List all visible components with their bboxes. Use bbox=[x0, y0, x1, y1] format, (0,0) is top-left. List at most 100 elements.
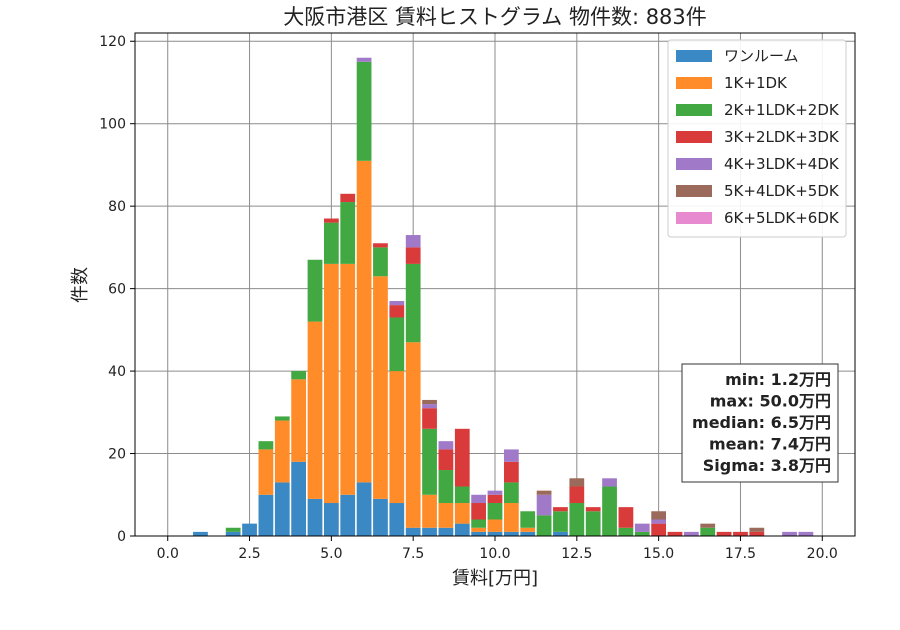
bar-segment bbox=[291, 461, 307, 536]
bar-segment bbox=[438, 503, 454, 528]
bar-segment bbox=[487, 519, 503, 532]
bar-segment bbox=[536, 515, 552, 536]
bar-segment bbox=[274, 420, 290, 483]
bar-segment bbox=[651, 519, 667, 524]
x-axis-label: 賃料[万円] bbox=[452, 568, 538, 589]
y-tick-label: 80 bbox=[108, 199, 126, 215]
bar-segment bbox=[487, 531, 503, 536]
bar-segment bbox=[422, 428, 437, 495]
bar-segment bbox=[389, 317, 405, 372]
legend-swatch bbox=[676, 185, 712, 197]
bar-segment bbox=[373, 276, 388, 499]
bar-segment bbox=[553, 531, 568, 536]
bar-segment bbox=[373, 243, 388, 248]
legend-swatch bbox=[676, 131, 712, 143]
bar-segment bbox=[569, 478, 585, 487]
bar-segment bbox=[782, 531, 797, 536]
bar-segment bbox=[503, 461, 519, 483]
bar-segment bbox=[373, 247, 388, 277]
bar-segment bbox=[323, 218, 339, 223]
bar-segment bbox=[454, 523, 470, 536]
bar-segment bbox=[651, 523, 667, 536]
bar-segment bbox=[503, 503, 519, 532]
stat-max: max: 50.0万円 bbox=[710, 392, 831, 411]
bar-segment bbox=[356, 57, 372, 62]
bar-segment bbox=[307, 321, 323, 499]
bar-segment bbox=[618, 527, 634, 536]
bar-segment bbox=[274, 482, 290, 536]
bar-segment bbox=[356, 160, 372, 483]
bar-segment bbox=[651, 511, 667, 520]
x-tick-label: 12.5 bbox=[561, 546, 592, 562]
bar-segment bbox=[471, 494, 487, 504]
bar-segment bbox=[242, 523, 257, 536]
bar-segment bbox=[225, 527, 241, 532]
bar-segment bbox=[389, 305, 405, 318]
legend-label: ワンルーム bbox=[724, 47, 799, 65]
bar-segment bbox=[422, 527, 437, 536]
bar-segment bbox=[733, 531, 748, 536]
legend-label: 1K+1DK bbox=[724, 74, 788, 92]
legend-label: 4K+3LDK+4DK bbox=[724, 155, 840, 173]
chart-title: 大阪市港区 賃料ヒストグラム 物件数: 883件 bbox=[283, 5, 707, 29]
bar-segment bbox=[389, 371, 405, 504]
bar-segment bbox=[422, 408, 437, 429]
bar-segment bbox=[405, 235, 421, 248]
bar-segment bbox=[405, 263, 421, 343]
bar-segment bbox=[340, 202, 356, 264]
bar-segment bbox=[487, 494, 503, 504]
bar-segment bbox=[749, 527, 765, 532]
bar-segment bbox=[618, 507, 634, 528]
x-tick-label: 15.0 bbox=[643, 546, 674, 562]
bar-segment bbox=[258, 494, 274, 536]
bar-segment bbox=[471, 519, 487, 528]
bar-segment bbox=[520, 531, 536, 536]
bar-segment bbox=[536, 490, 552, 495]
bar-segment bbox=[487, 490, 503, 495]
bar-segment bbox=[356, 482, 372, 536]
bar-segment bbox=[536, 494, 552, 516]
bar-segment bbox=[340, 193, 356, 203]
x-tick-label: 7.5 bbox=[402, 546, 424, 562]
bar-segment bbox=[471, 531, 487, 536]
x-axis-ticks: 0.0 2.5 5.0 7.5 10.0 12.5 15.0 17.5 20.0 bbox=[157, 536, 838, 562]
stats-frame bbox=[681, 363, 839, 483]
x-tick-label: 2.5 bbox=[238, 546, 260, 562]
stat-sigma: Sigma: 3.8万円 bbox=[703, 456, 831, 475]
bar-segment bbox=[553, 511, 568, 532]
stats-box: min: 1.2万円 max: 50.0万円 median: 6.5万円 mean: … bbox=[681, 363, 839, 483]
stat-median: median: 6.5万円 bbox=[692, 413, 831, 432]
bar-segment bbox=[438, 441, 454, 450]
bar-segment bbox=[454, 486, 470, 504]
x-tick-label: 17.5 bbox=[725, 546, 756, 562]
bar-segment bbox=[471, 527, 487, 532]
bar-segment bbox=[634, 531, 650, 536]
y-axis-label: 件数 bbox=[70, 267, 91, 303]
bar-segment bbox=[602, 486, 617, 536]
bar-segment bbox=[585, 507, 601, 512]
bar-segment bbox=[667, 531, 683, 536]
bar-segment bbox=[438, 470, 454, 504]
x-tick-label: 0.0 bbox=[157, 546, 179, 562]
bar-segment bbox=[323, 222, 339, 264]
x-tick-label: 20.0 bbox=[807, 546, 838, 562]
bar-segment bbox=[454, 428, 470, 487]
bar-segment bbox=[373, 498, 388, 536]
bar-segment bbox=[503, 482, 519, 504]
bar-segment bbox=[700, 527, 716, 536]
bar-segment bbox=[389, 503, 405, 536]
bar-segment bbox=[683, 531, 699, 536]
bar-segment bbox=[422, 404, 437, 409]
bar-segment bbox=[323, 503, 339, 536]
bar-segment bbox=[602, 478, 617, 487]
bar-segment bbox=[700, 523, 716, 528]
bar-segment bbox=[422, 494, 437, 528]
bar-segment bbox=[553, 507, 568, 512]
bar-segment bbox=[258, 449, 274, 495]
legend-swatch bbox=[676, 50, 712, 62]
x-tick-label: 10.0 bbox=[479, 546, 510, 562]
bar-segment bbox=[258, 441, 274, 450]
bar-segment bbox=[405, 342, 421, 528]
bar-segment bbox=[291, 371, 307, 380]
